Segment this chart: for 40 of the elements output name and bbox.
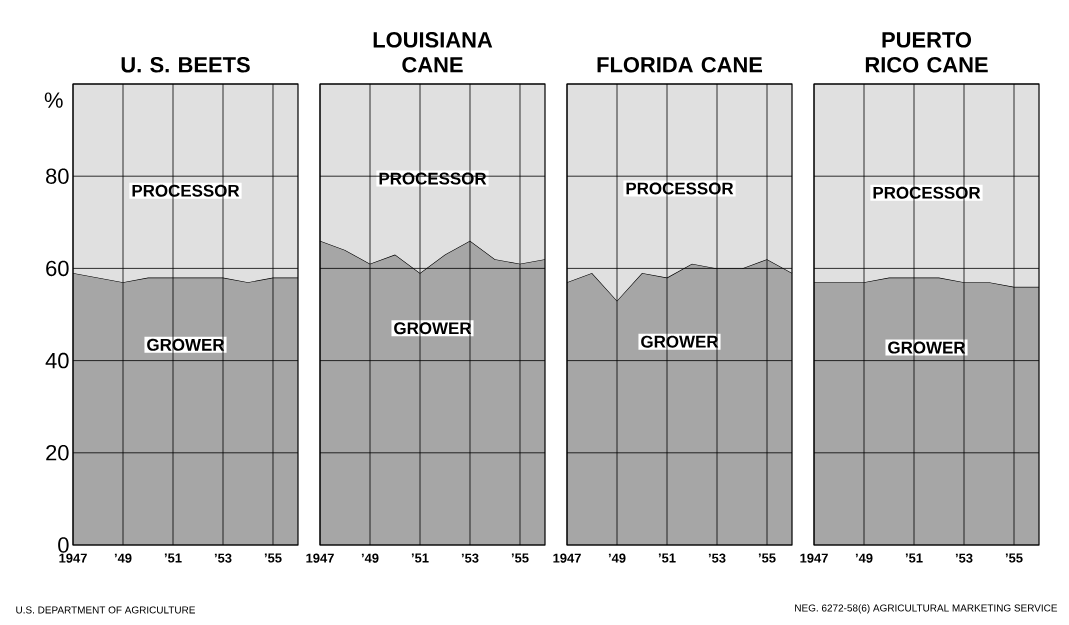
chart-title: FLORIDA CANE [597, 56, 763, 73]
x-tick-label: ’51 [658, 553, 676, 563]
series-label: GROWER [147, 338, 225, 351]
y-tick-label: 20 [46, 445, 69, 461]
x-tick-label: ’55 [758, 553, 776, 563]
x-tick-label: ’49 [114, 553, 132, 563]
y-axis-title: % [44, 92, 63, 108]
x-tick-label: ’51 [164, 553, 182, 563]
x-tick-label: ’55 [511, 553, 529, 563]
x-tick-label: ’53 [708, 553, 726, 563]
text: NEG. 6272-58(6) AGRICULTURAL MARKETING SERVICE [795, 604, 1058, 614]
x-tick-label: ’51 [905, 553, 923, 563]
x-tick-label: ’55 [264, 553, 282, 563]
x-tick-label: ’53 [461, 553, 479, 563]
y-tick-label: 40 [45, 352, 69, 369]
series-label: GROWER [888, 341, 966, 354]
y-tick-label: 0 [58, 537, 69, 553]
x-tick-label: ’51 [411, 553, 429, 563]
x-tick-label: 1947 [306, 553, 334, 563]
x-tick-label: ’49 [361, 553, 379, 563]
y-tick-label: 60 [46, 260, 69, 277]
series-label: PROCESSOR [626, 182, 734, 195]
chart-title: LOUISIANA CANE [373, 32, 493, 73]
series-label: PROCESSOR [132, 184, 240, 197]
text: U.S. DEPARTMENT OF AGRICULTURE [16, 606, 195, 614]
series-label: PROCESSOR [379, 172, 487, 185]
series-label: GROWER [641, 335, 719, 348]
chart-title: U. S. BEETS [121, 56, 250, 73]
series-label: GROWER [394, 322, 472, 335]
x-tick-label: ’49 [608, 553, 626, 563]
x-tick-label: ’53 [955, 553, 973, 563]
series-label: PROCESSOR [873, 186, 981, 199]
x-tick-label: 1947 [800, 553, 828, 563]
chart-title: PUERTO RICO CANE [865, 32, 988, 73]
x-tick-label: ’55 [1005, 553, 1023, 563]
x-tick-label: 1947 [553, 553, 581, 563]
x-tick-label: 1947 [59, 553, 87, 563]
y-tick-label: 80 [46, 168, 69, 184]
x-tick-label: ’49 [855, 553, 873, 563]
x-tick-label: ’53 [214, 553, 232, 563]
